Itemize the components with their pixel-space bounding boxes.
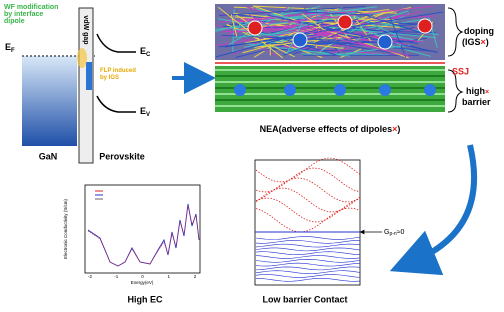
ssj-label: SSJ <box>452 66 469 76</box>
x-tick-label: 0 <box>141 274 144 279</box>
y-axis-label: Electronic Conductivity (S/cm) <box>63 198 68 259</box>
barrier-label: high×barrier <box>462 86 491 107</box>
curve <box>88 206 199 266</box>
carrier <box>284 84 296 96</box>
structure: doping(IGS×) SSJ high×barrier NEA(advers… <box>215 4 494 134</box>
gap-note: Gp-n≈0 <box>384 229 405 237</box>
bracket <box>448 8 462 56</box>
x-axis-label: Energy(eV) <box>131 280 154 285</box>
conduction-band <box>97 34 136 52</box>
gap-label: vdW gap <box>82 15 89 44</box>
ion <box>378 35 392 49</box>
flp-states <box>86 62 92 90</box>
structure-caption: NEA(adverse effects of dipoles×) <box>260 124 401 134</box>
band-plot: Gp-n≈0 Low barrier Contact <box>255 158 405 304</box>
ion <box>248 21 262 35</box>
x-tick-label: 2 <box>194 274 197 279</box>
right-material: Perovskite <box>99 151 145 161</box>
dipole <box>77 48 87 68</box>
plot-caption: High EC <box>128 294 163 304</box>
plot-caption: Low barrier Contact <box>262 294 347 304</box>
conductivity-plot: Electronic Conductivity (S/cm) Energy(eV… <box>63 185 200 304</box>
carrier <box>379 84 391 96</box>
plot-frame <box>85 185 200 273</box>
figure: vdW gap WF modificationby interfacedipol… <box>0 0 504 312</box>
gan-block <box>22 56 77 146</box>
ion <box>418 19 432 33</box>
plot-frame <box>255 160 360 285</box>
x-tick-label: 1 <box>167 274 170 279</box>
fermi-label: EF <box>5 42 15 53</box>
atom-bond <box>331 45 349 46</box>
doping-label: doping(IGS×) <box>462 26 494 47</box>
x-tick-label: -1 <box>114 274 118 279</box>
carrier <box>424 84 436 96</box>
ion <box>293 33 307 47</box>
valence-band <box>97 96 136 112</box>
carrier <box>334 84 346 96</box>
conduction-label: EC <box>140 46 151 57</box>
x-tick-label: -2 <box>88 274 92 279</box>
valence-label: EV <box>140 106 150 117</box>
curve <box>88 204 199 266</box>
carrier <box>234 84 246 96</box>
ion <box>338 15 352 29</box>
left-material: GaN <box>39 151 58 161</box>
curved-arrow <box>412 145 474 262</box>
